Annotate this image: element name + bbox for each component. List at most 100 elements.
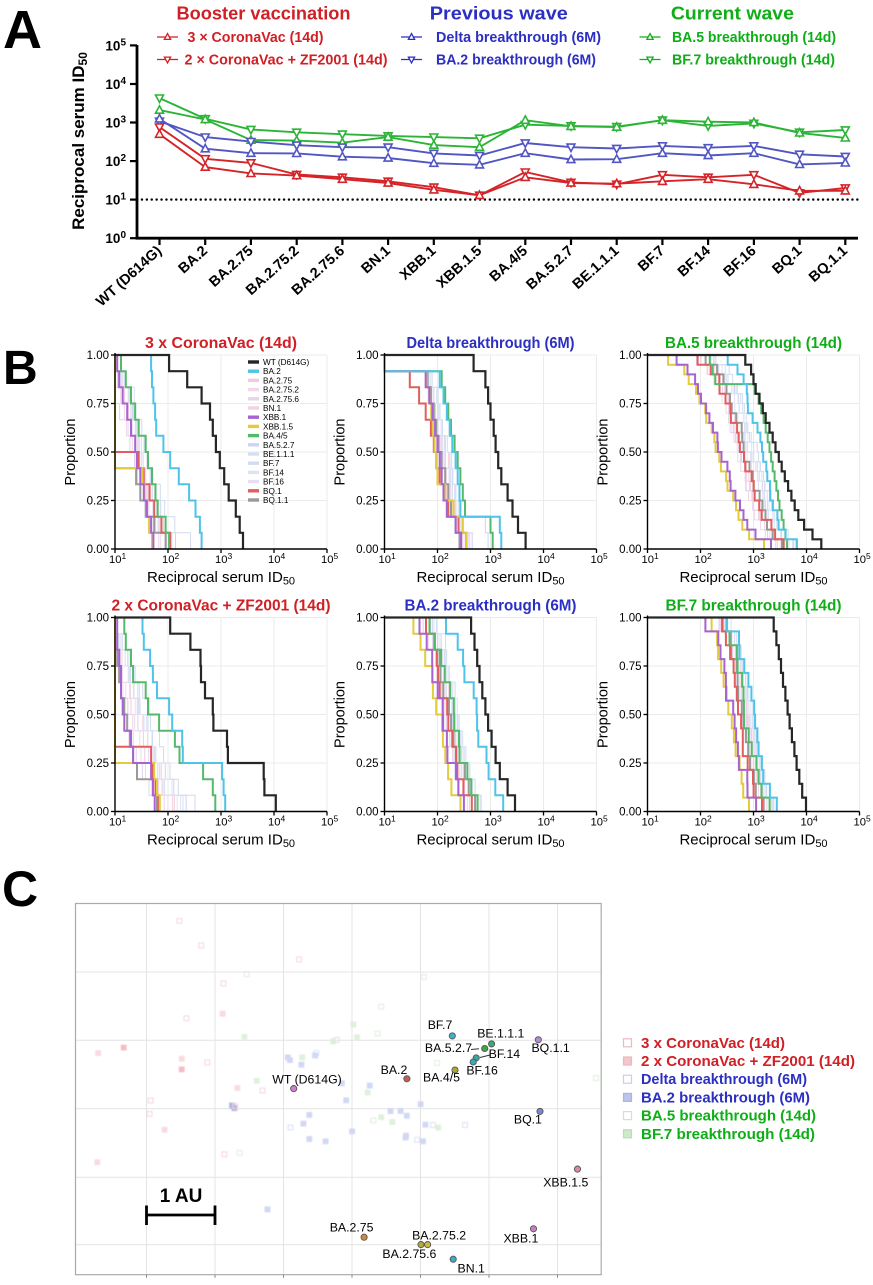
svg-text:0.25: 0.25 <box>87 758 109 770</box>
svg-text:1.00: 1.00 <box>619 350 641 362</box>
svg-text:0.75: 0.75 <box>619 399 641 411</box>
svg-text:BA.5.2.7: BA.5.2.7 <box>425 1041 472 1055</box>
svg-text:0.50: 0.50 <box>619 710 641 722</box>
svg-text:BF.16: BF.16 <box>466 1064 498 1078</box>
svg-text:0.25: 0.25 <box>619 758 641 770</box>
svg-text:3 × CoronaVac (14d): 3 × CoronaVac (14d) <box>188 30 324 46</box>
svg-text:0.25: 0.25 <box>356 496 378 508</box>
svg-text:0.50: 0.50 <box>356 710 378 722</box>
svg-text:0.50: 0.50 <box>87 710 109 722</box>
svg-text:Delta breakthrough (6M): Delta breakthrough (6M) <box>436 30 601 46</box>
svg-text:BQ.1: BQ.1 <box>263 487 282 496</box>
svg-text:WT (D614G): WT (D614G) <box>272 1073 341 1087</box>
svg-text:2 × CoronaVac + ZF2001 (14d): 2 × CoronaVac + ZF2001 (14d) <box>185 53 388 69</box>
svg-text:1.00: 1.00 <box>619 613 641 625</box>
svg-text:Reciprocal serum ID50: Reciprocal serum ID50 <box>147 569 295 588</box>
svg-text:BE.1.1.1: BE.1.1.1 <box>263 450 295 459</box>
svg-text:0.75: 0.75 <box>356 399 378 411</box>
svg-text:BA.2 breakthrough (6M): BA.2 breakthrough (6M) <box>641 1089 810 1106</box>
svg-text:BF.14: BF.14 <box>489 1047 521 1061</box>
svg-text:BA.2.75.2: BA.2.75.2 <box>263 386 299 395</box>
svg-text:0.75: 0.75 <box>619 661 641 673</box>
svg-text:BF.7 breakthrough (14d): BF.7 breakthrough (14d) <box>641 1126 815 1143</box>
svg-text:BA.2.75: BA.2.75 <box>330 1221 374 1235</box>
svg-text:0.25: 0.25 <box>87 496 109 508</box>
svg-text:Proportion: Proportion <box>333 419 349 486</box>
svg-text:BA.4/5: BA.4/5 <box>423 1071 460 1085</box>
svg-text:1.00: 1.00 <box>87 613 109 625</box>
svg-text:BA.4/5: BA.4/5 <box>263 432 288 441</box>
svg-text:Booster vaccination: Booster vaccination <box>177 4 351 24</box>
svg-text:BA.2 breakthrough (6M): BA.2 breakthrough (6M) <box>436 53 596 69</box>
svg-text:0.75: 0.75 <box>87 661 109 673</box>
svg-text:BA.2.75.6: BA.2.75.6 <box>263 395 299 404</box>
svg-text:3 x CoronaVac (14d): 3 x CoronaVac (14d) <box>641 1035 785 1052</box>
svg-text:BA.5 breakthrough (14d): BA.5 breakthrough (14d) <box>665 335 842 352</box>
svg-text:0.00: 0.00 <box>87 544 109 556</box>
svg-text:Reciprocal serum ID50: Reciprocal serum ID50 <box>679 832 827 851</box>
svg-text:2 x CoronaVac + ZF2001 (14d): 2 x CoronaVac + ZF2001 (14d) <box>112 598 331 615</box>
svg-text:0.00: 0.00 <box>356 807 378 819</box>
svg-text:BA.2: BA.2 <box>263 367 281 376</box>
svg-text:XBB.1.5: XBB.1.5 <box>263 422 293 431</box>
svg-text:1 AU: 1 AU <box>160 1186 203 1207</box>
svg-text:BA.2.75.6: BA.2.75.6 <box>382 1247 436 1261</box>
svg-text:Proportion: Proportion <box>63 681 79 748</box>
svg-text:0.50: 0.50 <box>619 447 641 459</box>
svg-text:Proportion: Proportion <box>596 681 612 748</box>
svg-text:0.75: 0.75 <box>356 661 378 673</box>
svg-text:2 x CoronaVac + ZF2001 (14d): 2 x CoronaVac + ZF2001 (14d) <box>641 1053 855 1070</box>
svg-text:0.75: 0.75 <box>87 399 109 411</box>
svg-text:BF.14: BF.14 <box>263 468 284 477</box>
svg-text:BA.5.2.7: BA.5.2.7 <box>263 441 295 450</box>
svg-text:BN.1: BN.1 <box>263 404 282 413</box>
svg-text:Reciprocal serum ID50: Reciprocal serum ID50 <box>147 832 295 851</box>
svg-text:3 x CoronaVac (14d): 3 x CoronaVac (14d) <box>145 335 297 352</box>
svg-text:Proportion: Proportion <box>596 419 612 486</box>
svg-text:BA.2.75: BA.2.75 <box>263 376 293 385</box>
svg-text:1.00: 1.00 <box>356 350 378 362</box>
svg-text:Proportion: Proportion <box>333 681 349 748</box>
svg-text:BQ.1: BQ.1 <box>514 1113 542 1127</box>
svg-text:A: A <box>3 0 42 60</box>
svg-text:XBB.1.5: XBB.1.5 <box>543 1176 588 1190</box>
svg-text:Proportion: Proportion <box>63 419 79 486</box>
svg-text:C: C <box>2 861 38 917</box>
svg-text:0.00: 0.00 <box>619 807 641 819</box>
svg-text:0.25: 0.25 <box>356 758 378 770</box>
svg-text:BF.7: BF.7 <box>428 1018 453 1032</box>
svg-text:BF.7 breakthrough (14d): BF.7 breakthrough (14d) <box>672 53 835 69</box>
svg-text:BF.7: BF.7 <box>263 459 280 468</box>
svg-text:Reciprocal serum ID50: Reciprocal serum ID50 <box>416 832 564 851</box>
svg-text:1.00: 1.00 <box>87 350 109 362</box>
svg-text:BA.5 breakthrough (14d): BA.5 breakthrough (14d) <box>672 30 836 46</box>
svg-text:Current wave: Current wave <box>671 4 794 24</box>
svg-text:Reciprocal serum ID50: Reciprocal serum ID50 <box>69 52 90 230</box>
svg-text:XBB.1: XBB.1 <box>263 413 287 422</box>
svg-text:0.25: 0.25 <box>619 496 641 508</box>
svg-text:B: B <box>3 342 38 395</box>
svg-text:0.50: 0.50 <box>87 447 109 459</box>
svg-text:WT (D614G): WT (D614G) <box>263 358 310 367</box>
svg-text:BQ.1.1: BQ.1.1 <box>531 1041 569 1055</box>
svg-text:BA.2: BA.2 <box>381 1063 408 1077</box>
svg-text:Reciprocal serum ID50: Reciprocal serum ID50 <box>679 569 827 588</box>
svg-text:BE.1.1.1: BE.1.1.1 <box>477 1027 524 1041</box>
svg-text:BQ.1.1: BQ.1.1 <box>263 496 289 505</box>
svg-text:BA.2.75.2: BA.2.75.2 <box>412 1229 466 1243</box>
svg-text:Reciprocal serum ID50: Reciprocal serum ID50 <box>416 569 564 588</box>
svg-text:0.00: 0.00 <box>87 807 109 819</box>
svg-text:Previous wave: Previous wave <box>430 4 568 24</box>
svg-text:BF.7 breakthrough (14d): BF.7 breakthrough (14d) <box>666 598 842 615</box>
svg-text:Delta breakthrough (6M): Delta breakthrough (6M) <box>641 1071 807 1088</box>
svg-text:BA.2 breakthrough (6M): BA.2 breakthrough (6M) <box>405 598 577 615</box>
svg-text:BN.1: BN.1 <box>458 1262 485 1276</box>
svg-text:0.00: 0.00 <box>619 544 641 556</box>
svg-text:1.00: 1.00 <box>356 613 378 625</box>
svg-text:0.00: 0.00 <box>356 544 378 556</box>
svg-text:BA.5 breakthrough (14d): BA.5 breakthrough (14d) <box>641 1108 816 1125</box>
svg-text:BF.16: BF.16 <box>263 478 284 487</box>
svg-text:XBB.1: XBB.1 <box>503 1231 538 1245</box>
svg-text:0.50: 0.50 <box>356 447 378 459</box>
svg-text:Delta breakthrough (6M): Delta breakthrough (6M) <box>407 335 575 352</box>
